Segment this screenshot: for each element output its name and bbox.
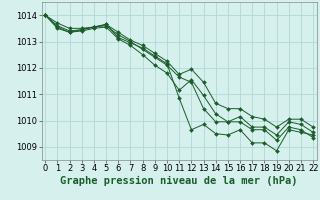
X-axis label: Graphe pression niveau de la mer (hPa): Graphe pression niveau de la mer (hPa) — [60, 176, 298, 186]
